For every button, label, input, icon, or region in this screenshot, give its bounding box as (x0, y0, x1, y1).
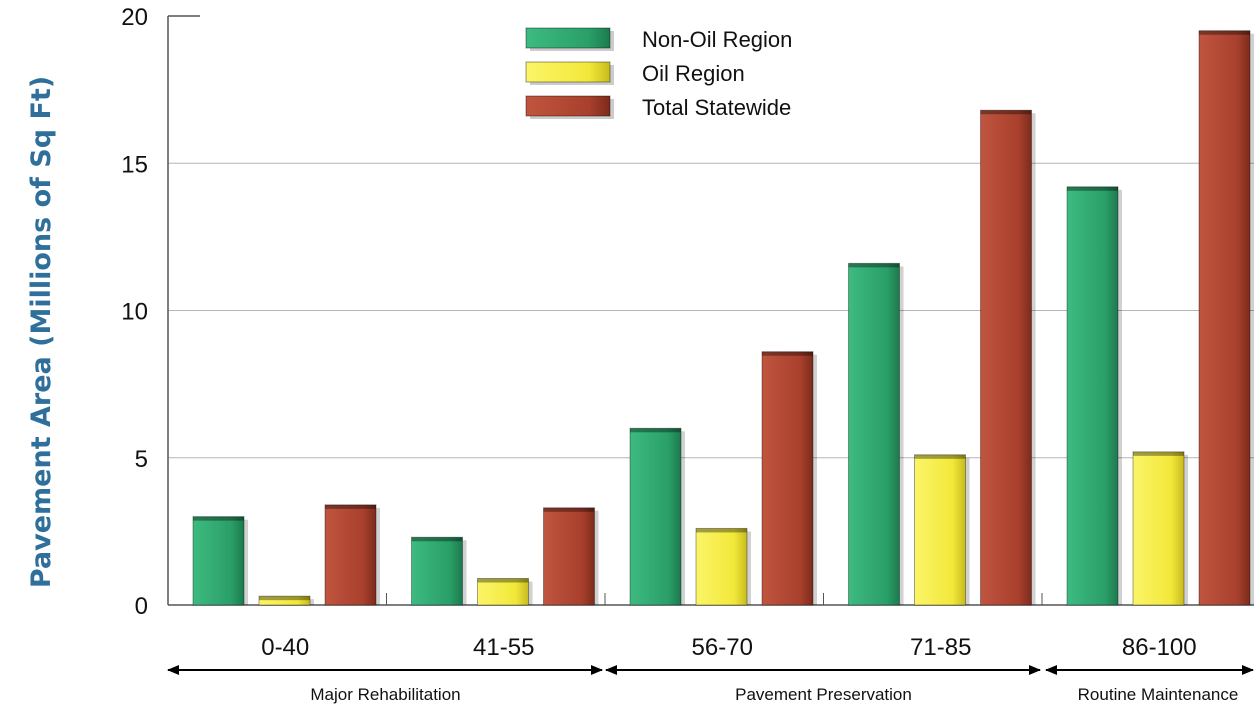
y-tick-label: 10 (121, 299, 148, 326)
bar (695, 527, 748, 606)
legend-swatch (525, 27, 611, 49)
y-tick-label: 15 (121, 151, 148, 178)
bar (980, 109, 1032, 606)
bar (914, 454, 966, 606)
bar (1066, 186, 1119, 606)
group-label: Routine Maintenance (1078, 685, 1239, 704)
x-tick-label: 41-55 (473, 634, 534, 661)
group-label: Major Rehabilitation (310, 685, 460, 704)
bar (1198, 30, 1251, 606)
category-group-annotations: Major Rehabilitation Pavement Preservatio… (167, 665, 1254, 704)
bar (543, 507, 595, 606)
x-tick-label: 71-85 (910, 634, 971, 661)
bar (1132, 451, 1185, 606)
bar (761, 351, 814, 606)
y-axis-label: Pavement Area (Millions of Sq Ft) (26, 76, 57, 588)
legend-label: Oil Region (642, 61, 745, 86)
x-tick-label: 56-70 (692, 634, 753, 661)
bar (258, 595, 311, 606)
y-tick-label: 20 (121, 4, 148, 31)
bar (629, 427, 682, 606)
legend-swatch (525, 95, 611, 117)
legend-label: Non-Oil Region (642, 27, 792, 52)
x-tick-labels: 0-40 41-55 56-70 71-85 86-100 (261, 634, 1196, 661)
x-tick-label: 86-100 (1122, 634, 1197, 661)
y-tick-labels: 0 5 10 15 20 (121, 4, 148, 620)
legend: Non-Oil Region Oil Region Total Statewide (525, 27, 792, 120)
y-tick-label: 0 (135, 593, 148, 620)
group-label: Pavement Preservation (735, 685, 912, 704)
bars (192, 30, 1254, 606)
legend-swatch (525, 61, 611, 83)
legend-label: Total Statewide (642, 95, 791, 120)
bar (192, 516, 245, 606)
bar (324, 504, 377, 606)
bar (848, 262, 900, 606)
bar (411, 536, 463, 606)
y-axis-title: Pavement Area (Millions of Sq Ft) (26, 76, 57, 588)
y-tick-label: 5 (135, 446, 148, 473)
bar (477, 577, 529, 606)
x-tick-label: 0-40 (261, 634, 309, 661)
